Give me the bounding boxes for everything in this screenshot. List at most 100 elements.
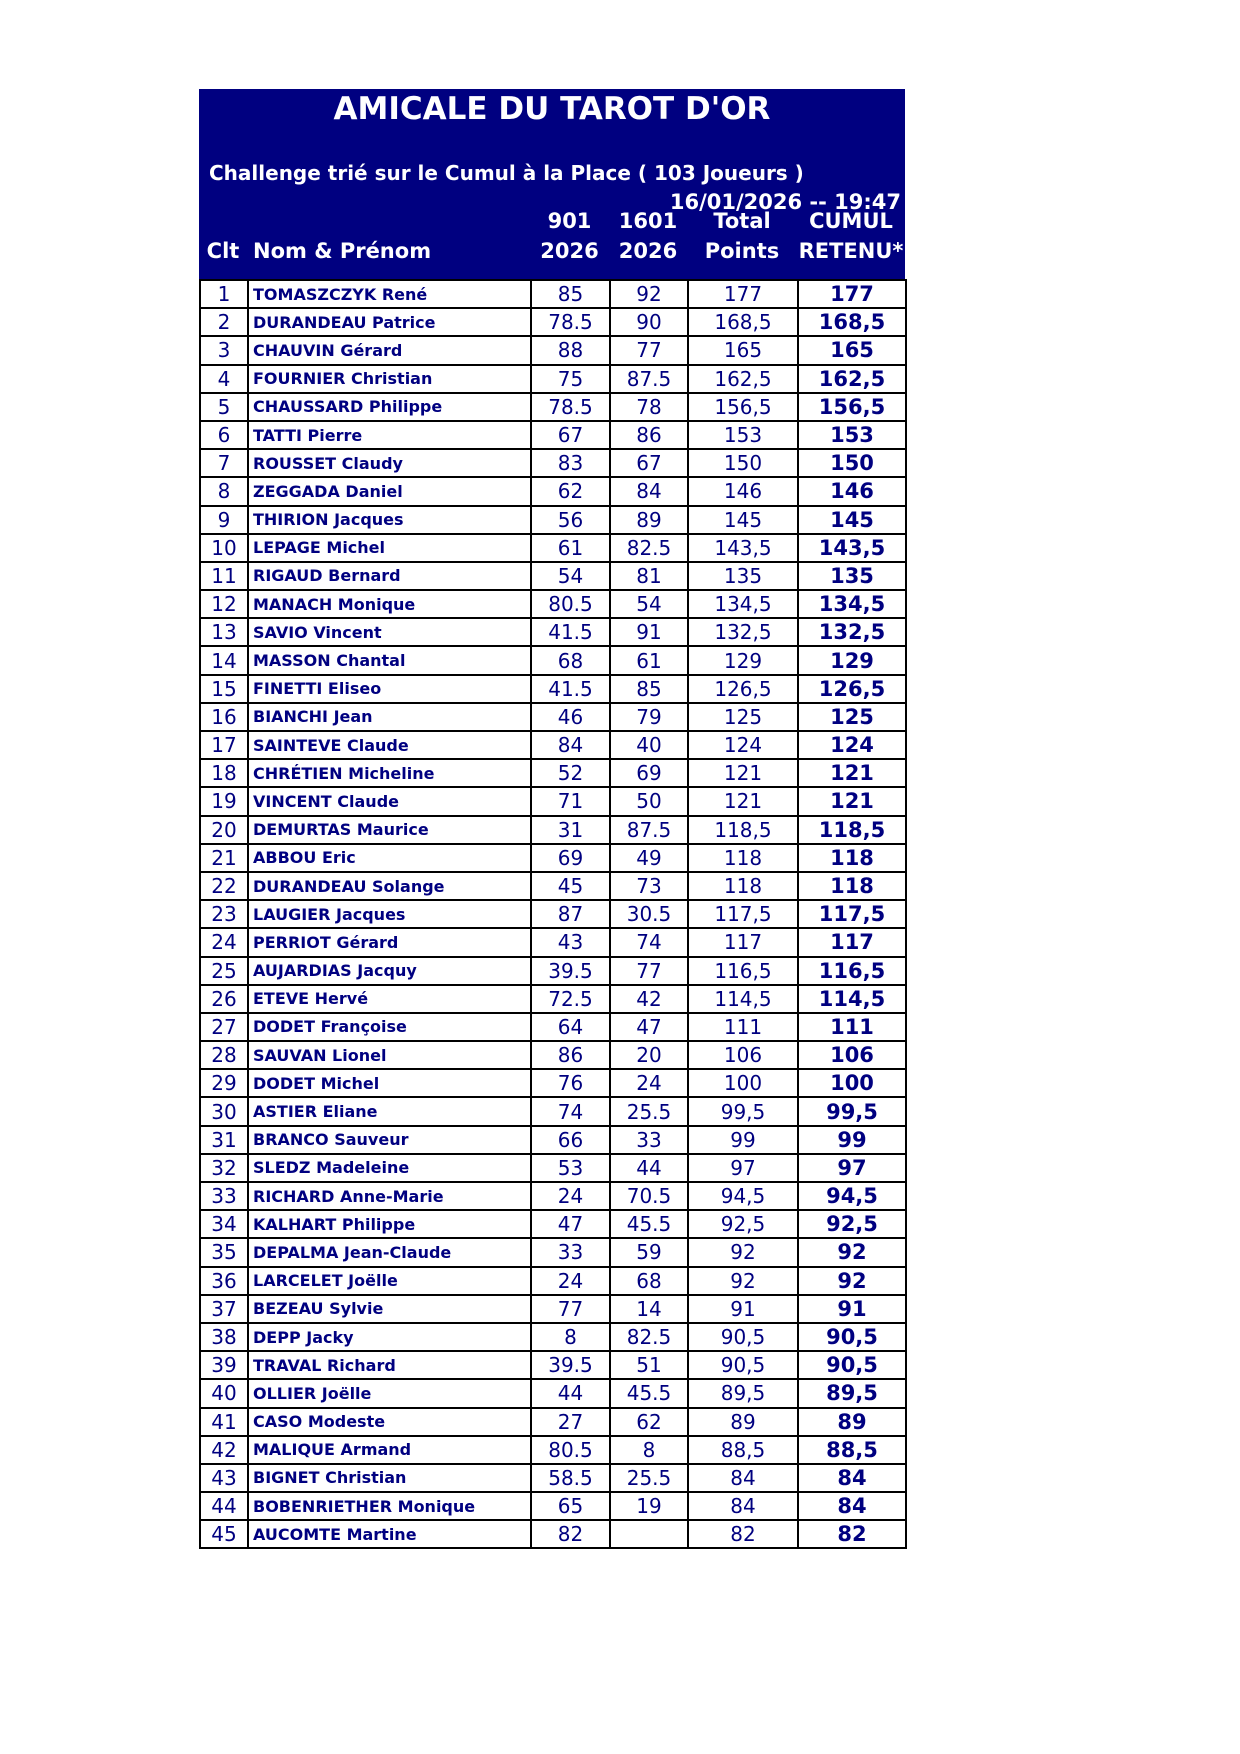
table-row: 12 MANACH Monique 80.5 54 134,5 134,5 — [199, 589, 907, 620]
rank-cell: 27 — [199, 1011, 249, 1043]
score-901-cell: 65 — [530, 1491, 611, 1522]
total-points-cell: 84 — [687, 1491, 799, 1522]
total-points-cell: 117,5 — [687, 899, 799, 930]
player-name-cell: CHRÉTIEN Micheline — [247, 758, 532, 789]
rank-cell: 9 — [199, 504, 249, 535]
rank-cell: 21 — [199, 842, 249, 873]
player-name-cell: ROUSSET Claudy — [247, 448, 532, 479]
table-row: 32 SLEDZ Madeleine 53 44 97 97 — [199, 1152, 907, 1184]
table-row: 11 RIGAUD Bernard 54 81 135 135 — [199, 560, 907, 592]
total-points-cell: 90,5 — [687, 1350, 799, 1381]
rank-cell: 24 — [199, 927, 249, 958]
total-points-cell: 177 — [687, 278, 799, 310]
datetime: 16/01/2026 -- 19:47 — [669, 190, 901, 214]
rank-cell: 26 — [199, 983, 249, 1014]
cumul-retenu-cell: 124 — [797, 729, 907, 761]
cumul-retenu-cell: 116,5 — [797, 955, 907, 986]
cumul-retenu-cell: 134,5 — [797, 589, 907, 620]
player-name-cell: ZEGGADA Daniel — [247, 476, 532, 507]
page-title: AMICALE DU TAROT D'OR — [333, 91, 771, 127]
score-901-cell: 56 — [530, 504, 611, 535]
player-name-cell: DURANDEAU Solange — [247, 870, 532, 902]
score-1601-cell: 50 — [609, 786, 689, 817]
total-points-cell: 135 — [687, 560, 799, 592]
player-name-cell: SAVIO Vincent — [247, 617, 532, 648]
rank-cell: 19 — [199, 786, 249, 817]
score-1601-cell: 70.5 — [609, 1180, 689, 1212]
score-1601-cell: 45.5 — [609, 1209, 689, 1240]
cumul-retenu-cell: 117,5 — [797, 899, 907, 930]
player-name-cell: FOURNIER Christian — [247, 363, 532, 394]
player-name-cell: RIGAUD Bernard — [247, 560, 532, 592]
player-name-cell: CASO Modeste — [247, 1406, 532, 1437]
total-points-cell: 88,5 — [687, 1434, 799, 1465]
player-name-cell: ETEVE Hervé — [247, 983, 532, 1014]
total-points-cell: 114,5 — [687, 983, 799, 1014]
rank-cell: 20 — [199, 814, 249, 845]
player-name-cell: THIRION Jacques — [247, 504, 532, 535]
player-name-cell: SLEDZ Madeleine — [247, 1152, 532, 1184]
score-1601-cell: 82.5 — [609, 1321, 689, 1353]
score-1601-cell: 82.5 — [609, 532, 689, 563]
table-row: 30 ASTIER Eliane 74 25.5 99,5 99,5 — [199, 1096, 907, 1127]
total-points-cell: 121 — [687, 758, 799, 789]
total-points-cell: 82 — [687, 1519, 799, 1550]
player-name-cell: MALIQUE Armand — [247, 1434, 532, 1465]
cumul-retenu-cell: 165 — [797, 335, 907, 366]
rank-cell: 38 — [199, 1321, 249, 1353]
score-901-cell: 58.5 — [530, 1462, 611, 1494]
score-901-cell: 61 — [530, 532, 611, 563]
player-name-cell: OLLIER Joëlle — [247, 1378, 532, 1409]
player-name-cell: RICHARD Anne-Marie — [247, 1180, 532, 1212]
cumul-retenu-cell: 91 — [797, 1293, 907, 1324]
score-1601-cell: 62 — [609, 1406, 689, 1437]
rank-cell: 36 — [199, 1265, 249, 1296]
player-name-cell: DURANDEAU Patrice — [247, 307, 532, 338]
score-1601-cell: 87.5 — [609, 363, 689, 394]
score-1601-cell: 14 — [609, 1293, 689, 1324]
score-901-cell: 46 — [530, 701, 611, 733]
player-name-cell: CHAUVIN Gérard — [247, 335, 532, 366]
table-row: 21 ABBOU Eric 69 49 118 118 — [199, 842, 907, 873]
score-901-cell: 8 — [530, 1321, 611, 1353]
table-row: 4 FOURNIER Christian 75 87.5 162,5 162,5 — [199, 363, 907, 394]
table-row: 43 BIGNET Christian 58.5 25.5 84 84 — [199, 1462, 907, 1494]
player-name-cell: KALHART Philippe — [247, 1209, 532, 1240]
player-name-cell: BIGNET Christian — [247, 1462, 532, 1494]
score-1601-cell: 74 — [609, 927, 689, 958]
total-points-cell: 132,5 — [687, 617, 799, 648]
score-901-cell: 43 — [530, 927, 611, 958]
total-points-cell: 99,5 — [687, 1096, 799, 1127]
rank-cell: 44 — [199, 1491, 249, 1522]
score-901-cell: 83 — [530, 448, 611, 479]
cumul-retenu-cell: 121 — [797, 786, 907, 817]
cumul-retenu-cell: 117 — [797, 927, 907, 958]
score-901-cell: 80.5 — [530, 1434, 611, 1465]
table-row: 27 DODET Françoise 64 47 111 111 — [199, 1011, 907, 1043]
cumul-retenu-cell: 90,5 — [797, 1350, 907, 1381]
score-901-cell: 39.5 — [530, 1350, 611, 1381]
cumul-retenu-cell: 94,5 — [797, 1180, 907, 1212]
score-1601-cell: 47 — [609, 1011, 689, 1043]
rank-cell: 10 — [199, 532, 249, 563]
rank-cell: 31 — [199, 1124, 249, 1155]
rank-cell: 14 — [199, 645, 249, 676]
score-901-cell: 78.5 — [530, 307, 611, 338]
total-points-cell: 146 — [687, 476, 799, 507]
score-901-cell: 45 — [530, 870, 611, 902]
score-901-cell: 33 — [530, 1237, 611, 1268]
ranking-table: 1 TOMASZCZYK René 85 92 177 177 2 DURANDEAU Pat… — [199, 278, 907, 1550]
score-1601-cell: 49 — [609, 842, 689, 873]
col-header-cumul-l2: RETENU* — [798, 239, 904, 263]
rank-cell: 35 — [199, 1237, 249, 1268]
score-901-cell: 62 — [530, 476, 611, 507]
score-901-cell: 75 — [530, 363, 611, 394]
player-name-cell: DEMURTAS Maurice — [247, 814, 532, 845]
subtitle: Challenge trié sur le Cumul à la Place (… — [209, 161, 804, 185]
rank-cell: 33 — [199, 1180, 249, 1212]
total-points-cell: 134,5 — [687, 589, 799, 620]
rank-cell: 16 — [199, 701, 249, 733]
table-row: 14 MASSON Chantal 68 61 129 129 — [199, 645, 907, 676]
total-points-cell: 89 — [687, 1406, 799, 1437]
score-1601-cell: 25.5 — [609, 1096, 689, 1127]
